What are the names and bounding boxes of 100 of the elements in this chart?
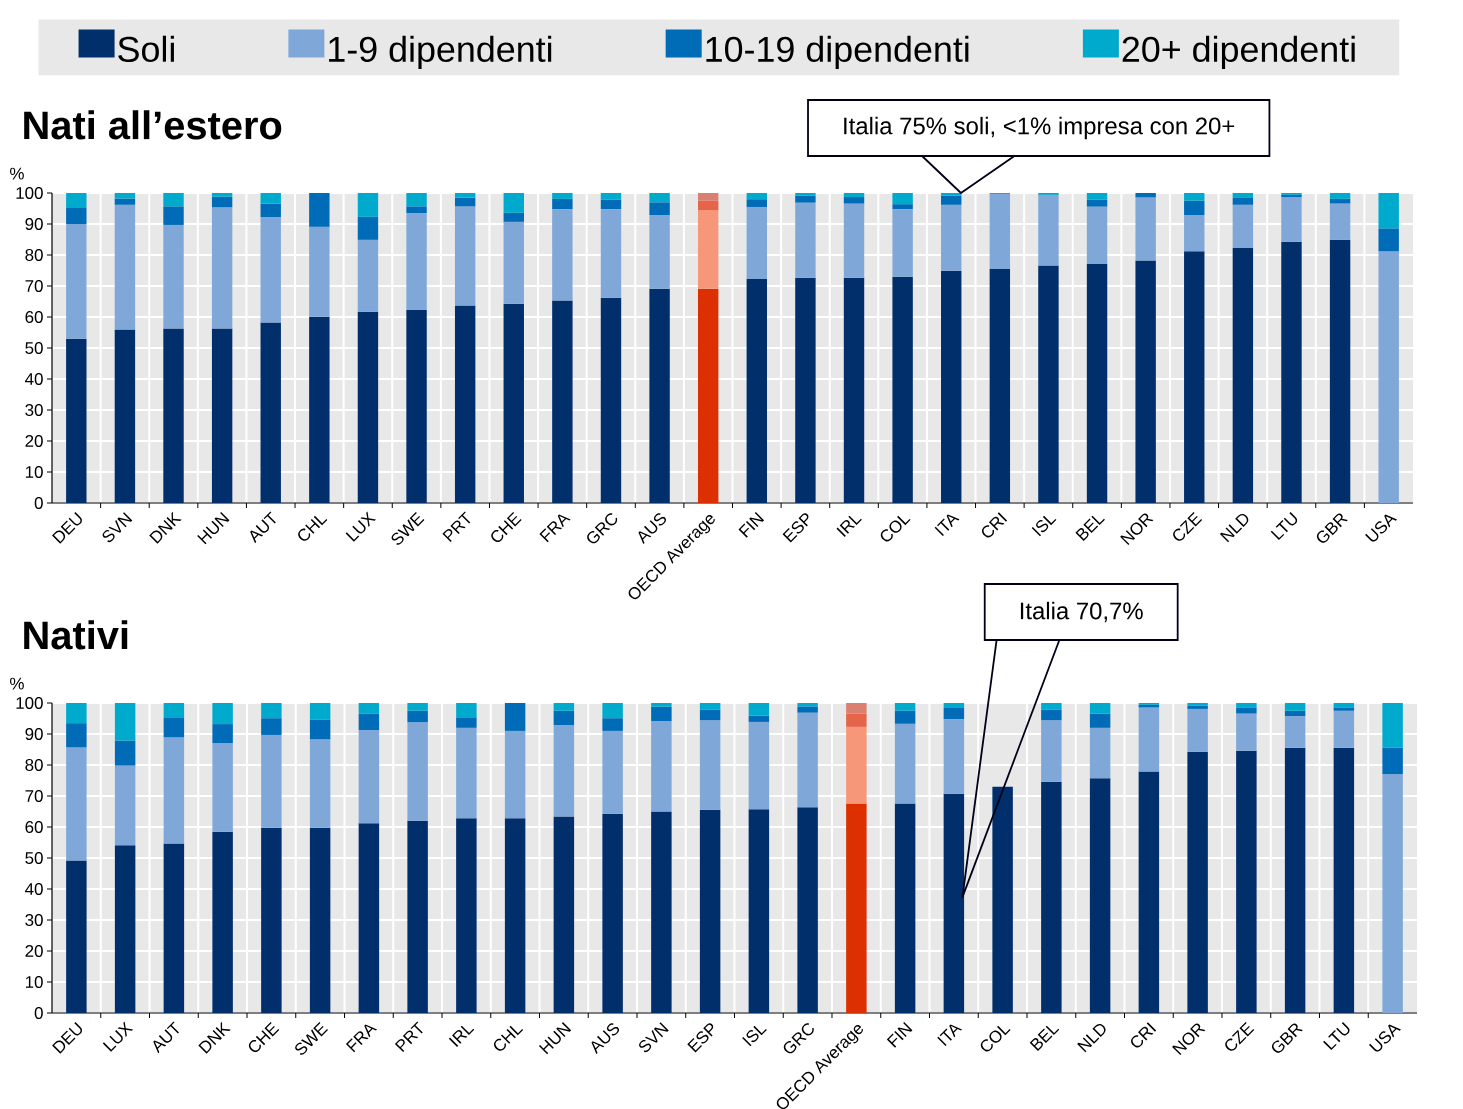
- bar: [651, 720, 672, 812]
- bar: [943, 793, 965, 1014]
- legend-label: Soli: [118, 35, 174, 63]
- bar: [1236, 750, 1257, 1014]
- bar: [1232, 204, 1254, 248]
- bar: [1041, 781, 1062, 1014]
- chart-title: Nativi: [24, 620, 128, 650]
- bar: [649, 288, 670, 504]
- bar: [357, 216, 379, 240]
- bar: [163, 703, 185, 718]
- x-tick-label: NLD: [1219, 513, 1249, 543]
- y-tick-label: 40: [25, 883, 43, 896]
- bar: [552, 300, 573, 504]
- bar: [1329, 193, 1351, 199]
- bar: [651, 703, 672, 707]
- bar: [843, 277, 865, 504]
- bar: [892, 204, 913, 210]
- y-tick-label: 70: [25, 790, 43, 803]
- bar: [211, 207, 233, 329]
- x-tick-label: COL: [880, 515, 911, 542]
- bar: [456, 703, 477, 718]
- bar: [552, 193, 573, 199]
- bar: [357, 193, 379, 217]
- bar: [358, 703, 380, 714]
- bar: [163, 193, 184, 207]
- legend-label: 1-9 dipendenti: [329, 35, 552, 70]
- bar: [602, 718, 623, 731]
- bar: [357, 239, 379, 312]
- bar: [797, 807, 818, 1014]
- bar: [649, 193, 670, 203]
- bar: [1382, 774, 1403, 1014]
- y-axis-title: %: [10, 167, 24, 180]
- bar: [1184, 251, 1205, 504]
- bar: [697, 200, 719, 211]
- bar: [1236, 707, 1257, 714]
- bar: [1086, 206, 1108, 264]
- bar: [503, 303, 524, 504]
- y-tick-label: 100: [16, 187, 43, 200]
- x-tick-label: CRI: [982, 512, 1008, 538]
- bar: [1382, 747, 1403, 774]
- annotation: Italia 75% soli, <1% impresa con 20+: [844, 116, 1235, 140]
- bar: [406, 309, 427, 504]
- bar: [1333, 703, 1355, 708]
- bar: [651, 811, 672, 1014]
- bar: [892, 193, 913, 205]
- bar: [66, 723, 87, 748]
- bar: [1086, 193, 1108, 200]
- bar: [697, 193, 719, 201]
- x-tick-label: USA: [1369, 1024, 1401, 1052]
- bar: [309, 316, 330, 504]
- bar: [454, 193, 476, 198]
- bar: [309, 827, 331, 1014]
- bar: [600, 193, 622, 200]
- bar: [114, 703, 136, 741]
- bar: [1089, 727, 1111, 779]
- x-tick-label: NLD: [1077, 1023, 1106, 1053]
- bar: [1232, 197, 1254, 205]
- bar: [553, 816, 575, 1014]
- bar: [1329, 198, 1351, 204]
- bar: [746, 278, 768, 504]
- bar: [795, 277, 816, 504]
- y-tick-label: 50: [25, 342, 43, 355]
- bar: [1378, 228, 1399, 252]
- bar: [989, 193, 1011, 269]
- bar: [697, 210, 719, 289]
- y-tick-label: 10: [25, 976, 43, 989]
- bar: [357, 311, 379, 504]
- bar: [553, 725, 575, 817]
- bar: [454, 206, 476, 306]
- bar: [553, 703, 575, 711]
- y-tick-label: 30: [25, 404, 43, 417]
- bar: [846, 803, 867, 1014]
- x-tick-label: FIN: [886, 1022, 913, 1048]
- bar: [66, 703, 87, 724]
- bar: [503, 212, 524, 222]
- bar: [1232, 193, 1254, 198]
- bar: [1089, 778, 1111, 1014]
- bar: [211, 328, 233, 504]
- x-tick-label: LTU: [1270, 512, 1298, 541]
- bar: [1041, 720, 1062, 782]
- y-tick-label: 0: [34, 1007, 43, 1020]
- bar: [504, 703, 526, 731]
- bar: [1135, 193, 1156, 198]
- bar: [212, 724, 233, 743]
- bar: [602, 813, 623, 1014]
- bar: [212, 831, 233, 1014]
- bar: [1333, 747, 1355, 1014]
- bar: [1038, 194, 1059, 266]
- bar: [894, 723, 916, 804]
- bar: [1329, 239, 1351, 504]
- bar: [454, 197, 476, 207]
- x-tick-label: ITA: [934, 514, 960, 536]
- x-tick-label: CRI: [1131, 1022, 1157, 1048]
- bar: [309, 739, 331, 828]
- bar: [407, 722, 428, 821]
- y-tick-label: 80: [25, 249, 43, 262]
- bar: [600, 199, 622, 210]
- bar: [1135, 197, 1156, 261]
- bar: [260, 217, 281, 323]
- y-tick-label: 100: [16, 697, 43, 710]
